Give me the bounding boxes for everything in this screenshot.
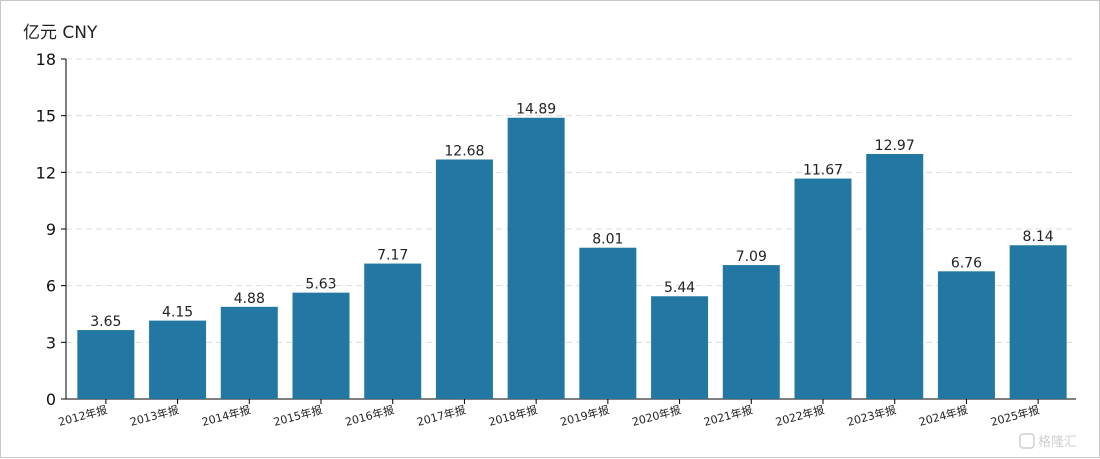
y-tick-label: 9 <box>46 220 56 239</box>
y-tick-label: 15 <box>36 107 56 126</box>
watermark: 格隆汇 <box>1019 433 1077 450</box>
x-tick-label: 2022年报 <box>774 402 826 428</box>
x-tick-label: 2024年报 <box>917 402 969 428</box>
x-tick-label: 2016年报 <box>344 402 396 428</box>
data-label: 5.44 <box>664 280 695 296</box>
bar <box>866 154 924 399</box>
bar <box>937 271 995 399</box>
data-label: 14.89 <box>516 102 556 118</box>
y-tick-label: 6 <box>46 277 56 296</box>
data-label-layer: 3.65 4.15 4.88 5.63 7.17 12.68 14.89 8.01 5.44 7.… <box>90 102 1054 330</box>
bar <box>435 159 493 399</box>
x-tick-layer: 2012年报 2013年报 2014年报 2015年报 2016年报 2017年报 2018… <box>57 399 1041 429</box>
data-label: 11.67 <box>803 163 843 179</box>
bar <box>77 330 135 399</box>
bar <box>1009 245 1067 399</box>
x-tick-label: 2021年报 <box>702 402 754 428</box>
data-label: 8.14 <box>1023 229 1054 245</box>
x-tick-label: 2018年报 <box>487 402 539 428</box>
bar <box>722 265 780 399</box>
watermark-logo-icon <box>1019 433 1035 449</box>
data-label: 3.65 <box>90 314 121 330</box>
x-tick-label: 2013年报 <box>128 402 180 428</box>
y-tick-label: 12 <box>36 163 56 182</box>
grid-layer <box>66 58 1076 343</box>
bar <box>292 292 350 399</box>
data-label: 4.88 <box>234 291 265 307</box>
bar-layer <box>77 117 1067 399</box>
data-label: 6.76 <box>951 255 982 271</box>
y-tick-label: 18 <box>36 50 56 69</box>
data-label: 7.17 <box>377 248 408 264</box>
x-tick-label: 2017年报 <box>415 402 467 428</box>
x-tick-label: 2025年报 <box>989 402 1041 428</box>
bar <box>507 117 565 399</box>
x-tick-label: 2014年报 <box>200 402 252 428</box>
y-tick-label: 0 <box>46 390 56 409</box>
data-label: 12.68 <box>444 143 484 159</box>
x-tick-label: 2023年报 <box>846 402 898 428</box>
bar <box>794 178 852 399</box>
data-label: 8.01 <box>592 232 623 248</box>
x-tick-label: 2015年报 <box>272 402 324 428</box>
bar <box>149 320 207 399</box>
bar <box>579 247 637 399</box>
data-label: 12.97 <box>875 138 915 154</box>
unit-label: 亿元 CNY <box>23 23 98 43</box>
bar <box>220 306 278 399</box>
x-tick-label: 2020年报 <box>630 402 682 428</box>
watermark-text: 格隆汇 <box>1038 434 1077 450</box>
axis-layer: 0 3 6 9 12 15 18 <box>36 50 1076 409</box>
x-tick-label: 2012年报 <box>57 402 109 428</box>
data-label: 4.15 <box>162 305 193 321</box>
data-label: 7.09 <box>736 249 767 265</box>
bar <box>651 296 709 399</box>
x-tick-label: 2019年报 <box>559 402 611 428</box>
y-tick-label: 3 <box>46 333 56 352</box>
bar <box>364 263 422 399</box>
data-label: 5.63 <box>305 277 336 293</box>
